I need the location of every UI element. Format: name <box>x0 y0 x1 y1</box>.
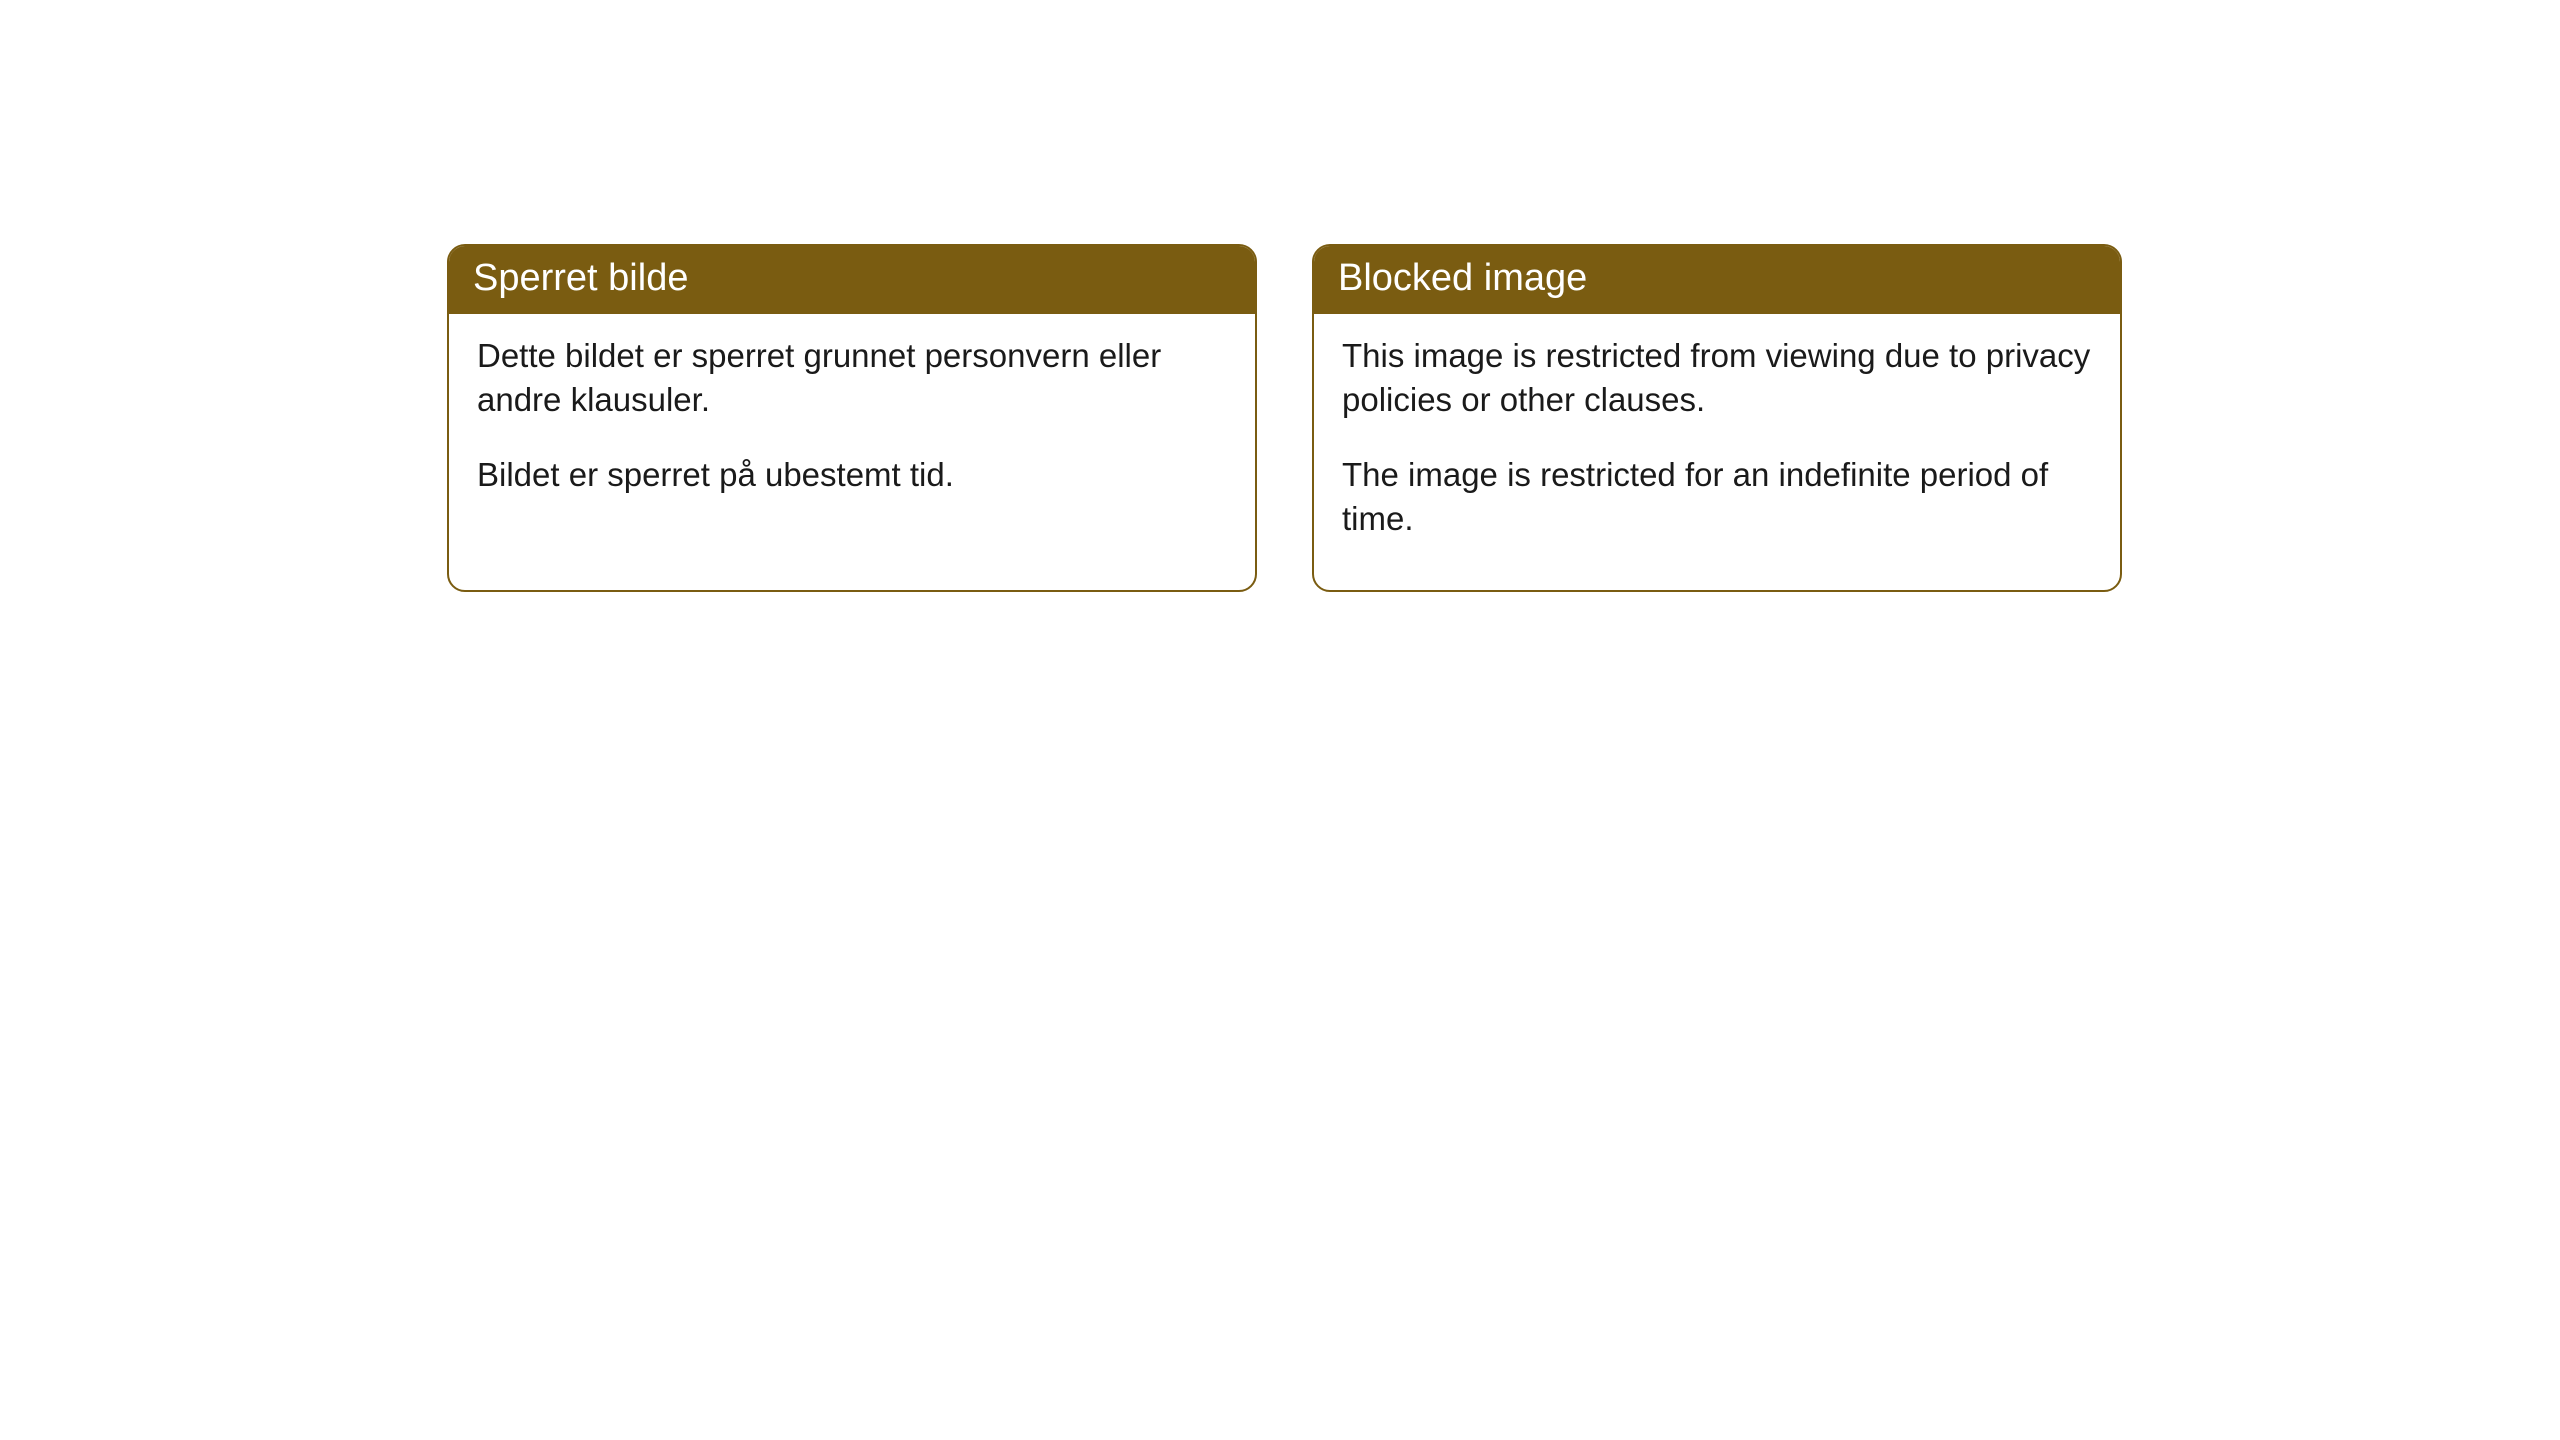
card-header-norwegian: Sperret bilde <box>449 246 1255 314</box>
card-text-norwegian-1: Dette bildet er sperret grunnet personve… <box>477 334 1227 423</box>
card-text-english-1: This image is restricted from viewing du… <box>1342 334 2092 423</box>
card-text-english-2: The image is restricted for an indefinit… <box>1342 453 2092 542</box>
cards-container: Sperret bilde Dette bildet er sperret gr… <box>447 244 2122 592</box>
card-header-english: Blocked image <box>1314 246 2120 314</box>
card-english: Blocked image This image is restricted f… <box>1312 244 2122 592</box>
card-text-norwegian-2: Bildet er sperret på ubestemt tid. <box>477 453 1227 498</box>
card-norwegian: Sperret bilde Dette bildet er sperret gr… <box>447 244 1257 592</box>
card-body-norwegian: Dette bildet er sperret grunnet personve… <box>449 314 1255 546</box>
card-body-english: This image is restricted from viewing du… <box>1314 314 2120 590</box>
